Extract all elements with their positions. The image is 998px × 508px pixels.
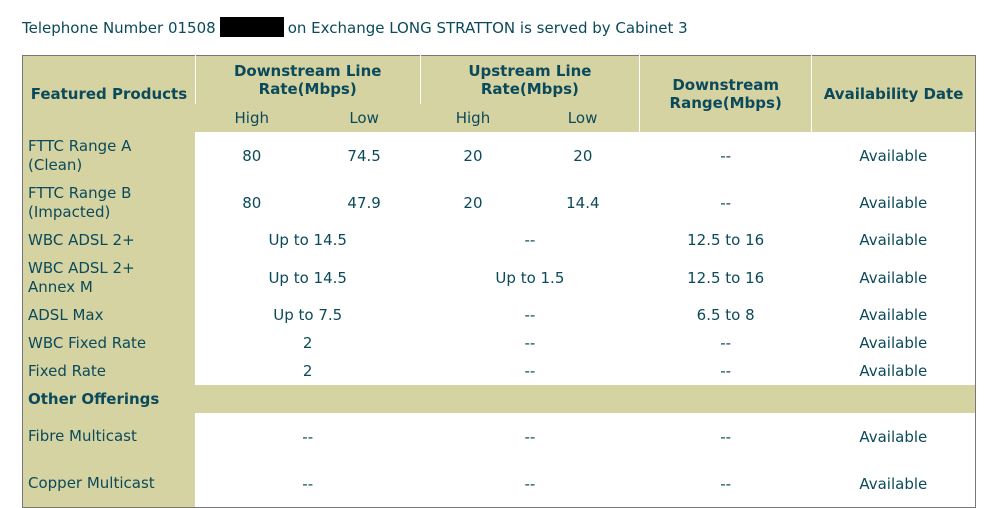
cell: -- bbox=[524, 474, 536, 493]
product-row: Copper Multicast -- -- -- Available bbox=[22, 460, 976, 508]
header-row: Featured Products Downstream Line Rate(Mb… bbox=[22, 55, 976, 132]
product-row: WBC ADSL 2+ Annex M Up to 14.5 Up to 1.5 12… bbox=[22, 254, 976, 301]
cell: 80 bbox=[242, 146, 262, 165]
cell: -- bbox=[720, 427, 732, 446]
product-name: FTTC Range A (Clean) bbox=[22, 132, 196, 179]
cell: Up to 14.5 bbox=[268, 268, 347, 287]
cell: 20 bbox=[463, 146, 483, 165]
cell: -- bbox=[302, 427, 314, 446]
cell: 47.9 bbox=[347, 193, 381, 212]
cell: -- bbox=[720, 334, 732, 352]
cell: 20 bbox=[573, 146, 593, 165]
cell: -- bbox=[524, 334, 536, 352]
cell: -- bbox=[524, 306, 536, 324]
cell: 2 bbox=[302, 362, 313, 380]
cell: 2 bbox=[302, 334, 313, 352]
cell: 6.5 to 8 bbox=[696, 306, 755, 324]
redaction bbox=[219, 17, 284, 37]
header: Telephone Number 01508 on Exchange LONG S… bbox=[22, 17, 688, 37]
product-row: Fibre Multicast -- -- -- Available bbox=[22, 413, 976, 460]
subheader: High bbox=[420, 104, 526, 132]
cell: Available bbox=[859, 306, 928, 324]
cell: 74.5 bbox=[347, 146, 381, 165]
header-prefix: Telephone Number 01508 bbox=[22, 19, 216, 37]
cell: -- bbox=[524, 231, 536, 249]
subheader: Low bbox=[308, 104, 421, 132]
product-row: FTTC Range A (Clean) 80 74.5 20 20 -- Availabl… bbox=[22, 132, 976, 179]
page: Telephone Number 01508 on Exchange LONG S… bbox=[22, 17, 976, 508]
cell: -- bbox=[524, 427, 536, 446]
header-suffix: on Exchange LONG STRATTON is served by C… bbox=[287, 19, 688, 37]
product-name: WBC ADSL 2+ bbox=[22, 226, 196, 254]
cell: 14.4 bbox=[566, 193, 600, 212]
cell: -- bbox=[720, 193, 732, 212]
cell: Available bbox=[859, 146, 928, 165]
cell: -- bbox=[720, 146, 732, 165]
product-row: WBC ADSL 2+ Up to 14.5 -- 12.5 to 16 Availab… bbox=[22, 226, 976, 254]
column-header: Featured Products bbox=[22, 55, 196, 132]
cell: Available bbox=[859, 268, 928, 287]
cell: 20 bbox=[463, 193, 483, 212]
cell: Available bbox=[859, 362, 928, 380]
cell: Up to 7.5 bbox=[273, 306, 343, 324]
subheader: High bbox=[195, 104, 309, 132]
cell: Available bbox=[859, 474, 928, 493]
column-header: Downstream Range(Mbps) bbox=[639, 55, 812, 132]
product-row: WBC Fixed Rate 2 -- -- Available bbox=[22, 329, 976, 357]
cell: 80 bbox=[242, 193, 262, 212]
column-header: Upstream Line Rate(Mbps) bbox=[419, 55, 640, 104]
cell: -- bbox=[302, 474, 314, 493]
product-name: Copper Multicast bbox=[22, 460, 196, 508]
cell: Available bbox=[859, 334, 928, 352]
subheader: Low bbox=[525, 104, 640, 132]
product-name: WBC Fixed Rate bbox=[22, 329, 196, 357]
cell: -- bbox=[524, 362, 536, 380]
column-header: Downstream Line Rate(Mbps) bbox=[194, 55, 421, 104]
product-name: Fixed Rate bbox=[22, 357, 196, 385]
cell: Up to 1.5 bbox=[495, 268, 565, 287]
product-name: FTTC Range B (Impacted) bbox=[22, 179, 196, 226]
cell: -- bbox=[720, 362, 732, 380]
column-header: Availability Date bbox=[811, 55, 976, 132]
product-row: ADSL Max Up to 7.5 -- 6.5 to 8 Available bbox=[22, 301, 976, 329]
product-name: ADSL Max bbox=[22, 301, 196, 329]
cell: -- bbox=[720, 474, 732, 493]
product-name: Fibre Multicast bbox=[22, 413, 196, 460]
section-title: Other Offerings bbox=[22, 385, 976, 413]
cell: Available bbox=[859, 427, 928, 446]
cell: Up to 14.5 bbox=[268, 231, 347, 249]
cell: Available bbox=[859, 193, 928, 212]
availability-table: Featured Products Downstream Line Rate(Mb… bbox=[22, 55, 976, 508]
cell: 12.5 to 16 bbox=[687, 231, 765, 249]
section-row: Other Offerings bbox=[22, 385, 976, 413]
subheader-row: High Low High Low bbox=[23, 104, 976, 132]
product-row: Fixed Rate 2 -- -- Available bbox=[22, 357, 976, 385]
product-row: FTTC Range B (Impacted) 80 47.9 20 14.4 -- Ava… bbox=[22, 179, 976, 226]
product-name: WBC ADSL 2+ Annex M bbox=[22, 254, 196, 301]
cell: 12.5 to 16 bbox=[687, 268, 765, 287]
cell: Available bbox=[859, 231, 928, 249]
